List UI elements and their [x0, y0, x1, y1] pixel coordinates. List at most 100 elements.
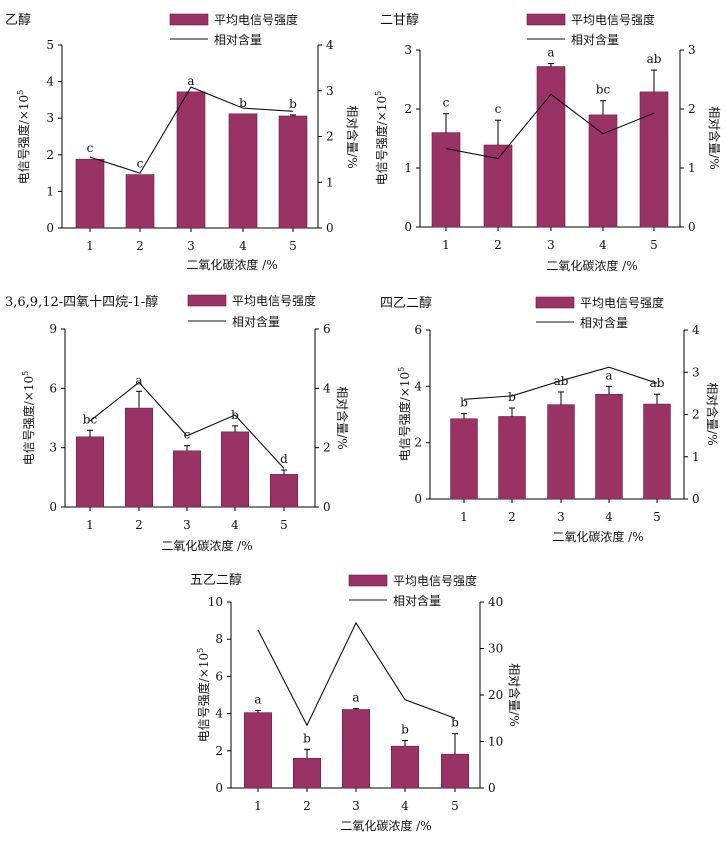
x-tick-label: 2: [508, 510, 516, 524]
y2-tick-label: 4: [323, 381, 331, 395]
y-tick-label: 5: [46, 38, 54, 52]
bar: [450, 418, 478, 500]
bar: [639, 91, 669, 228]
bar: [341, 709, 371, 789]
bar: [547, 404, 575, 500]
chart-title: 五乙二醇: [190, 572, 242, 588]
y2-tick-label: 3: [688, 43, 696, 57]
y-tick-label: 3: [404, 43, 412, 57]
y-tick-label: 9: [49, 322, 57, 336]
y-axis-label: 电信号强度/×105: [196, 648, 211, 742]
y2-tick-label: 3: [326, 84, 334, 98]
x-tick-label: 5: [650, 238, 658, 252]
y2-axis-label: 相对含量/%: [345, 105, 360, 168]
y2-tick-label: 6: [323, 322, 331, 336]
x-axis-label: 二氧化碳浓度 /%: [552, 529, 643, 544]
y-tick-label: 1: [404, 161, 412, 175]
significance-label: ab: [650, 376, 665, 390]
y-tick-label: 4: [215, 707, 223, 721]
x-tick-label: 3: [547, 238, 555, 252]
y-tick-label: 6: [49, 381, 57, 395]
legend-label-bar: 平均电信号强度: [214, 12, 298, 27]
bar: [498, 416, 526, 500]
x-axis-label: 二氧化碳浓度 /%: [161, 538, 252, 553]
significance-label: a: [605, 368, 612, 382]
bar: [172, 450, 202, 508]
y2-tick-label: 40: [488, 595, 503, 609]
y-tick-label: 0: [414, 492, 422, 506]
x-tick-label: 3: [557, 510, 565, 524]
x-tick-label: 2: [303, 799, 311, 813]
y2-axis-label: 相对含量/%: [707, 106, 722, 169]
x-tick-label: 3: [352, 799, 360, 813]
x-tick-label: 5: [280, 518, 288, 532]
y-tick-label: 1: [46, 184, 54, 198]
y2-tick-label: 3: [692, 365, 700, 379]
y-tick-label: 3: [46, 111, 54, 125]
significance-label: a: [352, 691, 359, 705]
y-tick-label: 0: [404, 220, 412, 234]
y2-tick-label: 0: [688, 220, 696, 234]
y-tick-label: 0: [46, 221, 54, 235]
y2-tick-label: 0: [323, 500, 331, 514]
y-tick-label: 6: [414, 323, 422, 337]
bar: [536, 66, 566, 228]
x-tick-label: 2: [494, 238, 502, 252]
y2-tick-label: 2: [688, 102, 696, 116]
series-line: [89, 86, 294, 174]
y-axis-label: 电信号强度/×105: [374, 91, 389, 185]
legend-label-line: 相对含量: [393, 593, 441, 608]
y-tick-label: 0: [215, 781, 223, 795]
significance-label: a: [135, 373, 142, 387]
x-tick-label: 3: [187, 239, 195, 253]
bar: [278, 115, 308, 229]
bar: [228, 113, 258, 229]
y2-tick-label: 0: [488, 781, 496, 795]
significance-label: ab: [647, 52, 662, 66]
y-tick-label: 3: [49, 441, 57, 455]
bar: [269, 474, 299, 508]
bar: [125, 174, 155, 229]
y-tick-label: 4: [414, 379, 422, 393]
y2-tick-label: 30: [488, 642, 503, 656]
y-axis-label: 电信号强度/×105: [16, 90, 31, 184]
y-axis-label: 电信号强度/×105: [397, 367, 412, 461]
legend-swatch-bar: [169, 13, 209, 26]
significance-label: c: [184, 428, 191, 442]
y2-tick-label: 2: [323, 441, 331, 455]
y-tick-label: 4: [46, 75, 54, 89]
series-line: [257, 621, 456, 727]
bar: [643, 403, 671, 500]
y2-axis-label: 相对含量/%: [335, 386, 350, 449]
bar: [390, 745, 420, 789]
significance-label: b: [401, 723, 409, 737]
significance-label: a: [187, 74, 194, 88]
legend-label-line: 相对含量: [580, 315, 628, 330]
significance-label: c: [87, 141, 94, 155]
bar: [124, 407, 154, 508]
significance-label: c: [495, 102, 502, 116]
significance-label: bc: [83, 412, 98, 426]
x-tick-label: 4: [231, 518, 239, 532]
y2-tick-label: 4: [692, 323, 700, 337]
x-axis-label: 二氧化碳浓度 /%: [340, 818, 431, 833]
legend-label-bar: 平均电信号强度: [580, 295, 664, 310]
y-tick-label: 6: [215, 669, 223, 683]
significance-label: c: [443, 96, 450, 110]
y2-tick-label: 2: [692, 408, 700, 422]
bar: [75, 158, 105, 229]
x-tick-label: 2: [135, 518, 143, 532]
y2-tick-label: 0: [326, 221, 334, 235]
significance-label: a: [254, 692, 261, 706]
x-tick-label: 3: [183, 518, 191, 532]
significance-label: b: [451, 716, 459, 730]
y-tick-label: 2: [414, 436, 422, 450]
bar: [440, 753, 470, 789]
significance-label: b: [303, 731, 311, 745]
x-tick-label: 4: [605, 510, 613, 524]
significance-label: c: [137, 157, 144, 171]
